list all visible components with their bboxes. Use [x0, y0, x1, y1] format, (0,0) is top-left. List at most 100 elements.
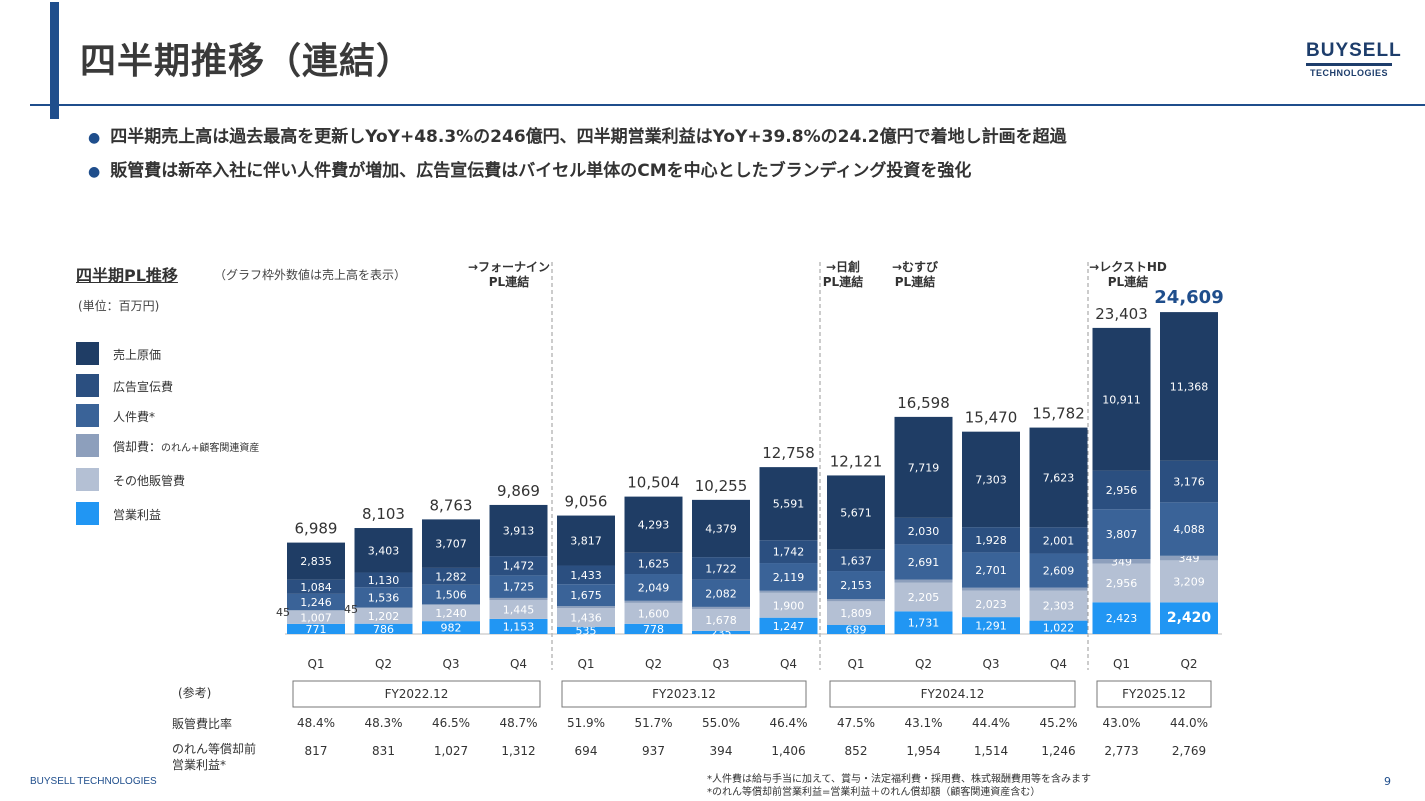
pre-amort-value: 2,773	[1104, 744, 1138, 758]
fiscal-year-label: FY2025.12	[1122, 687, 1186, 701]
bar-segment-4	[1029, 527, 1088, 554]
total-value-label: 16,598	[897, 394, 950, 412]
segment-value-label: 1,928	[975, 534, 1007, 547]
bar-segment-1	[827, 601, 885, 625]
bar-segment-1	[624, 602, 683, 624]
amortization-callout-label: 45	[276, 606, 290, 619]
segment-value-label: 2,609	[1043, 565, 1075, 578]
segment-value-label: 1,809	[840, 607, 872, 620]
total-value-label: 12,121	[830, 452, 883, 470]
bar-segment-5	[1029, 427, 1088, 528]
chart-title: 四半期PL推移	[76, 266, 178, 285]
pre-amort-value: 2,769	[1172, 744, 1206, 758]
total-value-label: 10,255	[695, 477, 748, 495]
legend-label: 営業利益	[113, 508, 162, 522]
bar-segment-5	[894, 416, 953, 518]
chart-note: （グラフ枠外数値は売上高を表示）	[214, 268, 407, 282]
bar-segment-3	[1160, 502, 1218, 556]
segment-value-label: 1,022	[1043, 621, 1075, 634]
bar-segment-2	[827, 599, 885, 602]
segment-value-label: 2,119	[773, 571, 805, 584]
title-accent-bar	[50, 2, 59, 119]
segment-value-label: 1,900	[773, 599, 805, 612]
bar-segment-1	[287, 610, 345, 624]
segment-value-label: 7,719	[908, 461, 940, 474]
segment-value-label: 1,246	[300, 596, 332, 609]
bar-segment-3	[489, 575, 548, 598]
segment-value-label: 2,956	[1106, 577, 1138, 590]
segment-value-label: 2,023	[975, 598, 1007, 611]
pre-amort-value: 852	[845, 744, 868, 758]
bar-segment-3	[1092, 509, 1151, 560]
quarter-tick-label: Q1	[847, 657, 864, 671]
segment-value-label: 689	[846, 623, 867, 636]
legend-label: 人件費*	[113, 410, 156, 424]
segment-value-label: 2,049	[638, 581, 670, 594]
pre-amort-value: 937	[642, 744, 665, 758]
legend-swatch	[76, 342, 99, 365]
segment-value-label: 1,678	[705, 614, 737, 627]
fiscal-year-label: FY2022.12	[385, 687, 449, 701]
pre-amort-value: 694	[575, 744, 598, 758]
amortization-callout-label: 45	[344, 603, 358, 616]
pre-amort-value: 817	[305, 744, 328, 758]
event-label-line2: PL連結	[823, 274, 863, 289]
legend-item: 営業利益	[76, 502, 276, 526]
legend-label: 広告宣伝費	[113, 380, 174, 394]
sga-ratio-value: 46.4%	[769, 716, 807, 730]
bar-segment-5	[354, 528, 413, 573]
legend-label: その他販管費	[113, 474, 186, 488]
segment-value-label: 786	[373, 623, 394, 636]
page-title: 四半期推移（連結）	[80, 41, 414, 82]
quarter-tick-label: Q4	[510, 657, 527, 671]
segment-value-label: 11,368	[1170, 380, 1209, 393]
segment-value-label: 2,082	[705, 587, 737, 600]
fiscal-year-box	[829, 680, 1076, 708]
segment-value-label: 3,807	[1106, 528, 1138, 541]
quarter-tick-label: Q2	[375, 657, 392, 671]
segment-value-label: 1,436	[570, 612, 602, 625]
segment-value-label: 1,742	[773, 546, 805, 559]
bar-segment-1	[1092, 563, 1151, 603]
bar-segment-4	[759, 540, 818, 564]
bar-segment-4	[354, 572, 413, 588]
segment-value-label: 2,153	[840, 579, 872, 592]
bar-segment-0	[1092, 602, 1151, 634]
legend-swatch	[76, 502, 99, 525]
bar-segment-5	[422, 519, 480, 568]
segment-value-label: 2,205	[908, 591, 940, 604]
bar-segment-5	[624, 496, 683, 553]
pre-amort-value: 1,406	[771, 744, 805, 758]
chart-unit: (単位：百万円)	[78, 299, 160, 313]
footer-note-1: *人件費は給与手当に加えて、賞与・法定福利費・採用費、株式報酬費用等を含みます	[707, 774, 1091, 785]
pre-amort-value: 831	[372, 744, 395, 758]
bar-segment-4	[894, 517, 953, 545]
bar-segment-3	[894, 544, 953, 580]
pre-amort-row-label2: 営業利益*	[172, 758, 226, 772]
bar-segment-5	[489, 504, 548, 557]
bar-segment-3	[287, 593, 345, 611]
segment-value-label: 1,433	[570, 569, 602, 582]
segment-value-label: 1,625	[638, 557, 670, 570]
pre-amort-value: 1,027	[434, 744, 468, 758]
bar-segment-1	[422, 604, 480, 622]
logo-line2: TECHNOLOGIES	[1309, 68, 1388, 78]
segment-value-label: 3,403	[368, 544, 400, 557]
total-value-label: 9,056	[565, 493, 608, 511]
bar-segment-4	[962, 527, 1020, 553]
segment-value-label: 7,623	[1043, 471, 1075, 484]
legend-swatch	[76, 404, 99, 427]
fiscal-year-box	[292, 680, 541, 708]
bar-segment-1	[1029, 590, 1088, 621]
segment-value-label: 1,445	[503, 603, 535, 616]
segment-value-label: 4,088	[1173, 523, 1205, 536]
event-label-line2: PL連結	[1108, 274, 1148, 289]
sga-ratio-row-label: 販管費比率	[172, 716, 232, 731]
fiscal-year-label: FY2023.12	[652, 687, 716, 701]
legend-label-wrap: 償却費：のれん+顧客関連資産	[113, 438, 259, 455]
pre-amort-row-label: のれん等償却前	[172, 741, 256, 756]
segment-value-label: 2,956	[1106, 484, 1138, 497]
legend-label: 償却費：	[113, 440, 162, 454]
summary-bullets: ● 四半期売上高は過去最高を更新しYoY+48.3%の246億円、四半期営業利益は…	[88, 124, 1067, 192]
